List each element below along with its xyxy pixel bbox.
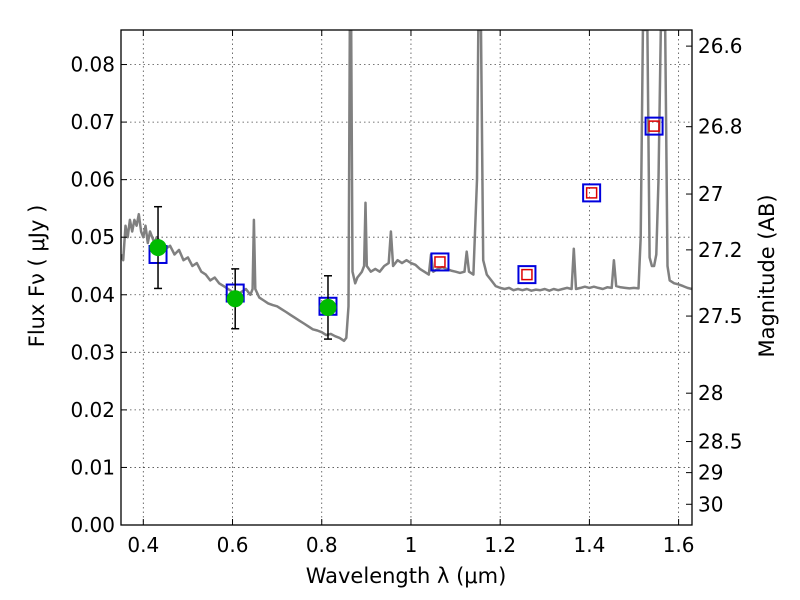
right-tick-label: 28	[698, 381, 723, 405]
right-tick-label: 29	[698, 461, 723, 485]
right-tick-label: 30	[698, 492, 723, 516]
x-tick-label: 0.4	[127, 533, 159, 557]
y-tick-label: 0.00	[70, 513, 115, 537]
y-tick-label: 0.04	[70, 283, 115, 307]
observed-point	[319, 298, 337, 316]
y-tick-label: 0.08	[70, 53, 115, 77]
y-tick-label: 0.02	[70, 398, 115, 422]
y-tick-label: 0.03	[70, 340, 115, 364]
y-tick-label: 0.06	[70, 168, 115, 192]
right-tick-label: 27	[698, 182, 723, 206]
spectrum-layer	[121, 30, 692, 343]
right-tick-label: 26.8	[698, 115, 743, 139]
y-tick-label: 0.05	[70, 225, 115, 249]
grid	[121, 30, 692, 525]
model-band-marker	[644, 116, 664, 136]
x-tick-label: 0.8	[306, 533, 338, 557]
model-band-marker	[582, 183, 602, 203]
model-nir-marker	[585, 187, 598, 199]
y-tick-label: 0.01	[70, 455, 115, 479]
right-tick-label: 27.5	[698, 304, 743, 328]
right-tick-label: 27.2	[698, 238, 743, 262]
y-axis-label: Flux Fν ( μJy )	[25, 205, 49, 348]
marker-layer	[148, 116, 664, 340]
model-nir-marker	[521, 268, 533, 281]
observed-point	[149, 239, 167, 257]
x-tick-label: 0.6	[217, 533, 249, 557]
model-nir-marker	[434, 256, 446, 268]
observed-point	[226, 290, 244, 308]
plot-frame	[120, 29, 693, 526]
x-tick-label: 1.6	[663, 533, 695, 557]
model-band-marker	[430, 252, 450, 272]
model-band-marker	[517, 265, 537, 285]
spectrum-line	[121, 30, 692, 343]
right-axis-label: Magnitude (AB)	[755, 194, 779, 357]
right-tick-label: 28.5	[698, 430, 743, 454]
right-tick-label: 26.6	[698, 34, 743, 58]
x-tick-label: 1	[405, 533, 418, 557]
tick-layer: 0.4 0.6 0.8 1 1.2 1.4 1.6 0.00 0.01 0.02 0.03 0.04 0…	[70, 30, 743, 557]
x-axis-label: Wavelength λ (μm)	[306, 564, 507, 588]
x-tick-label: 1.2	[484, 533, 516, 557]
x-tick-label: 1.4	[573, 533, 605, 557]
model-nir-marker	[648, 120, 660, 132]
y-tick-label: 0.07	[70, 110, 115, 134]
